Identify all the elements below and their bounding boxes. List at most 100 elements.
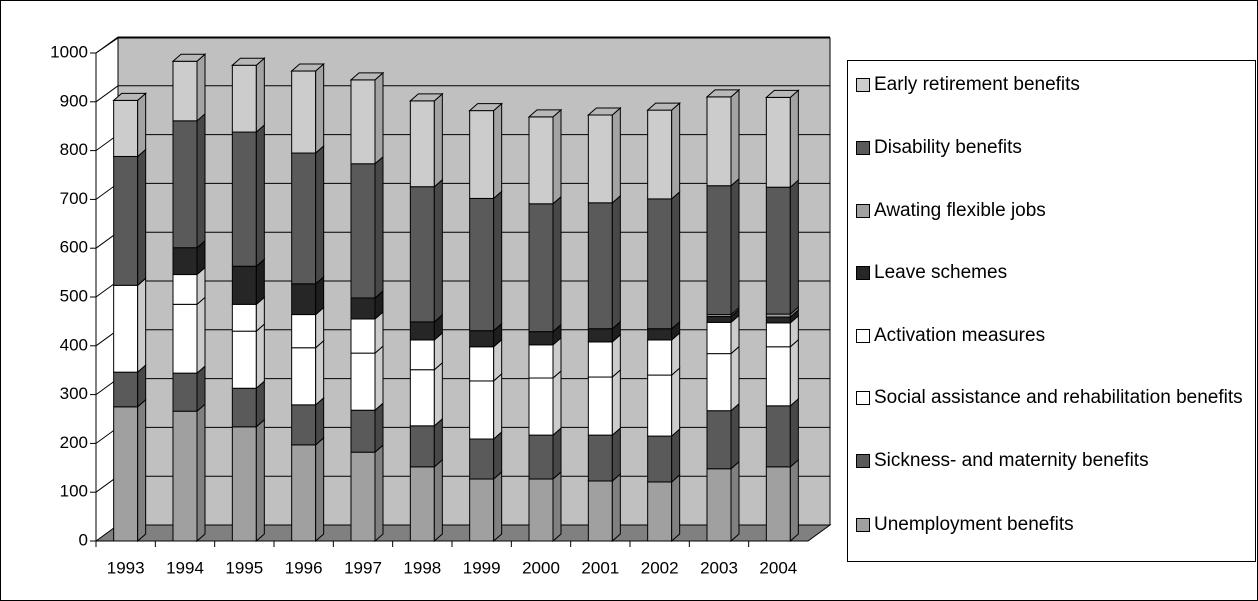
bar-segment [528, 331, 554, 346]
legend-swatch [856, 266, 870, 280]
bar-segment [765, 346, 791, 407]
bar-side [196, 403, 206, 543]
bar-segment [469, 346, 495, 382]
y-tick-label: 1000 [50, 42, 88, 61]
bar-segment [231, 303, 257, 332]
bar-side [255, 258, 265, 306]
bar-top [112, 92, 147, 101]
bar-side [671, 190, 681, 330]
bar-segment [172, 274, 198, 305]
bar-side [671, 101, 681, 201]
bar-segment [587, 376, 613, 436]
bar-segment [231, 265, 257, 305]
bar-segment [528, 478, 554, 542]
bar-segment [113, 406, 139, 542]
bar-segment [350, 163, 376, 299]
legend-item: Early retirement benefits [856, 73, 1251, 96]
bar-segment [291, 314, 317, 349]
y-tick-label: 300 [60, 384, 88, 403]
bar-top [765, 89, 800, 98]
bar-segment [528, 203, 554, 333]
bar-segment [706, 185, 732, 316]
bar-segment [291, 152, 317, 285]
bar-segment [765, 405, 791, 468]
bar-side [433, 361, 443, 427]
bar-segment [528, 344, 554, 379]
legend-swatch [856, 141, 870, 155]
bar-segment [647, 198, 673, 330]
bar-segment [528, 377, 554, 436]
bar-side [433, 92, 443, 188]
bar-side [493, 372, 503, 441]
bar-side [137, 148, 147, 287]
bar-segment [706, 316, 732, 323]
bar-side [196, 296, 206, 375]
bar-segment [409, 369, 435, 427]
grid-line [95, 36, 119, 54]
bar-side [196, 112, 206, 249]
bar-segment [231, 64, 257, 133]
bar-side [374, 155, 384, 300]
bar-side [611, 368, 621, 437]
legend-label: Disability benefits [874, 137, 1022, 158]
x-tick-label: 1993 [107, 558, 145, 577]
bar-top [587, 107, 622, 116]
bar-segment [647, 109, 673, 200]
bar-side [493, 102, 503, 200]
legend-item: Disability benefits [856, 136, 1251, 159]
bar-segment [350, 409, 376, 453]
bar-top [409, 93, 444, 102]
bar-segment [587, 341, 613, 378]
bar-segment [765, 466, 791, 542]
bar-side [315, 396, 325, 446]
bar-side [255, 57, 265, 134]
y-tick-label: 800 [60, 140, 88, 159]
x-tick-label: 1998 [403, 558, 441, 577]
bar-segment [647, 435, 673, 483]
bar-segment [587, 328, 613, 343]
bar-segment [350, 79, 376, 165]
bar-side [255, 418, 265, 543]
bar-segment [765, 186, 791, 315]
bar-segment [350, 451, 376, 542]
bar-segment [291, 347, 317, 406]
bar-side [789, 89, 799, 189]
bar-side [671, 427, 681, 484]
bar-side [730, 177, 740, 316]
bar-top [646, 102, 681, 111]
bar-side [196, 365, 206, 413]
bar-segment [469, 478, 495, 542]
bar-top [231, 57, 266, 66]
x-tick-label: 2002 [641, 558, 679, 577]
bar-segment [291, 404, 317, 446]
bar-segment [587, 202, 613, 330]
bar-side [789, 397, 799, 468]
bar-segment [172, 410, 198, 542]
bar-segment [409, 339, 435, 371]
legend-item: Leave schemes [856, 261, 1251, 284]
bar-side [611, 472, 621, 543]
bar-segment [350, 352, 376, 411]
bar-side [315, 436, 325, 543]
bar-segment [469, 110, 495, 199]
bar-segment [409, 425, 435, 468]
y-tick-label: 400 [60, 335, 88, 354]
bar-side [671, 473, 681, 543]
bar-segment [172, 120, 198, 249]
bar-segment [113, 284, 139, 373]
bar-top [468, 103, 503, 112]
bar-side [493, 190, 503, 332]
bar-top [290, 63, 325, 72]
bar-segment [528, 434, 554, 480]
bar-segment [350, 318, 376, 354]
legend-swatch [856, 78, 870, 92]
bar-side [255, 123, 265, 268]
bar-side [730, 88, 740, 187]
y-tick-label: 0 [79, 530, 88, 549]
bar-segment [291, 283, 317, 316]
bar-side [789, 179, 799, 316]
bar-side [552, 470, 562, 543]
bar-top [705, 89, 741, 98]
legend-item: Social assistance and rehabilitation ben… [856, 386, 1251, 409]
